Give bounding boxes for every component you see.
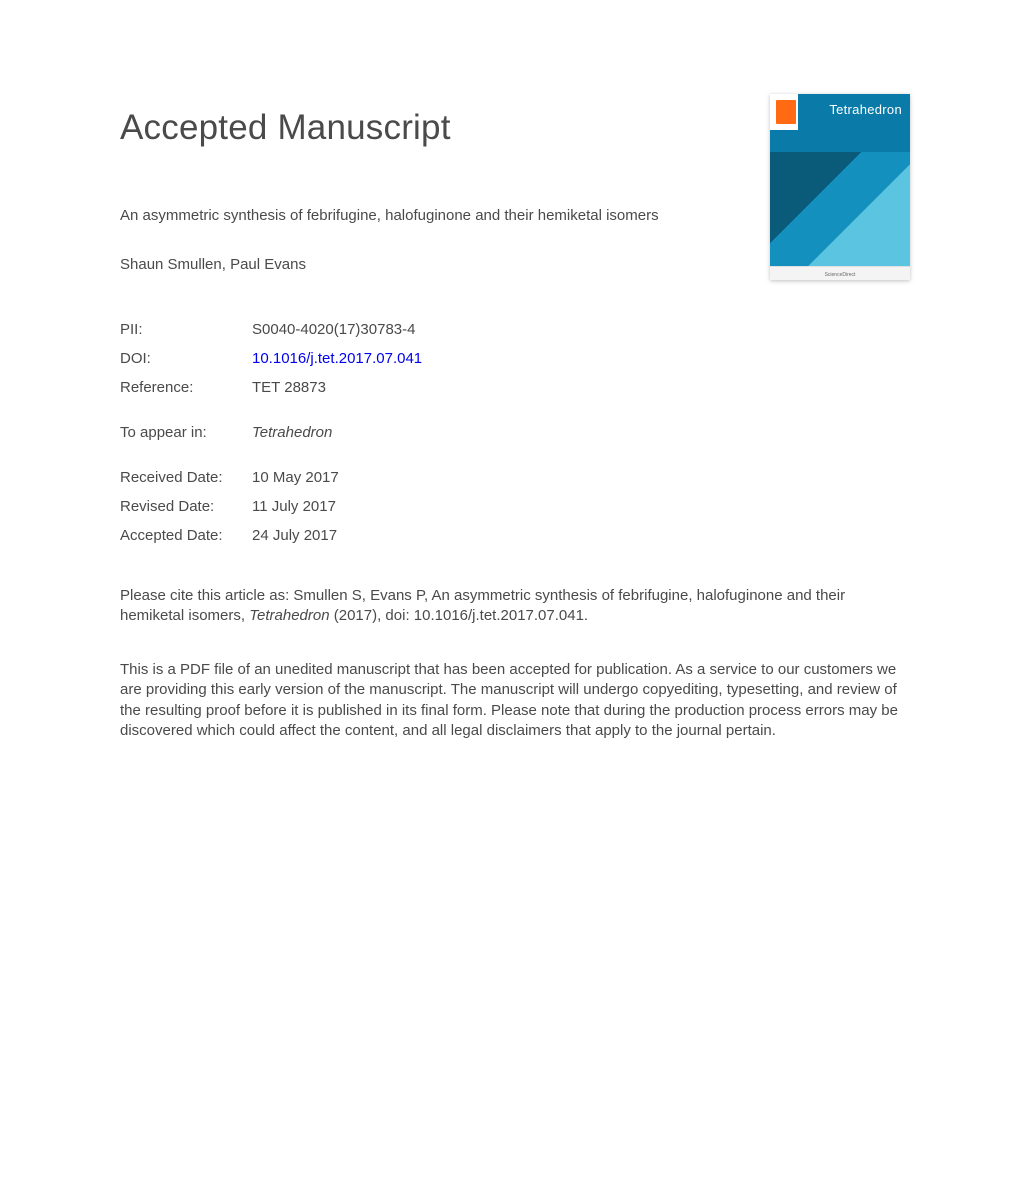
received-value: 10 May 2017 <box>252 469 910 486</box>
meta-row-pii: PII: S0040-4020(17)30783-4 <box>120 321 910 338</box>
revised-label: Revised Date: <box>120 498 252 515</box>
meta-row-received: Received Date: 10 May 2017 <box>120 469 910 486</box>
received-label: Received Date: <box>120 469 252 486</box>
citation-suffix: (2017), doi: 10.1016/j.tet.2017.07.041. <box>330 607 589 624</box>
disclaimer-text: This is a PDF file of an unedited manusc… <box>120 660 910 741</box>
accepted-value: 24 July 2017 <box>252 527 910 544</box>
meta-row-accepted: Accepted Date: 24 July 2017 <box>120 527 910 544</box>
appear-label: To appear in: <box>120 424 252 441</box>
doi-value: 10.1016/j.tet.2017.07.041 <box>252 350 910 367</box>
pii-label: PII: <box>120 321 252 338</box>
meta-row-revised: Revised Date: 11 July 2017 <box>120 498 910 515</box>
accepted-label: Accepted Date: <box>120 527 252 544</box>
appear-value: Tetrahedron <box>252 424 910 441</box>
cover-bottom-band: ScienceDirect <box>770 266 910 280</box>
cover-sub-band <box>770 130 910 152</box>
revised-value: 11 July 2017 <box>252 498 910 515</box>
journal-cover-thumbnail: Tetrahedron ScienceDirect <box>770 94 910 280</box>
doi-link[interactable]: 10.1016/j.tet.2017.07.041 <box>252 350 422 367</box>
meta-row-appear: To appear in: Tetrahedron <box>120 424 910 441</box>
elsevier-logo-icon <box>776 100 796 124</box>
cover-publisher-text: ScienceDirect <box>770 272 910 278</box>
reference-label: Reference: <box>120 379 252 396</box>
cover-journal-title: Tetrahedron <box>829 102 902 117</box>
reference-value: TET 28873 <box>252 379 910 396</box>
meta-row-reference: Reference: TET 28873 <box>120 379 910 396</box>
cover-graphic <box>770 152 910 266</box>
meta-row-doi: DOI: 10.1016/j.tet.2017.07.041 <box>120 350 910 367</box>
pii-value: S0040-4020(17)30783-4 <box>252 321 910 338</box>
citation-text: Please cite this article as: Smullen S, … <box>120 586 910 627</box>
doi-label: DOI: <box>120 350 252 367</box>
metadata-table: PII: S0040-4020(17)30783-4 DOI: 10.1016/… <box>120 321 910 544</box>
citation-journal: Tetrahedron <box>249 607 329 624</box>
